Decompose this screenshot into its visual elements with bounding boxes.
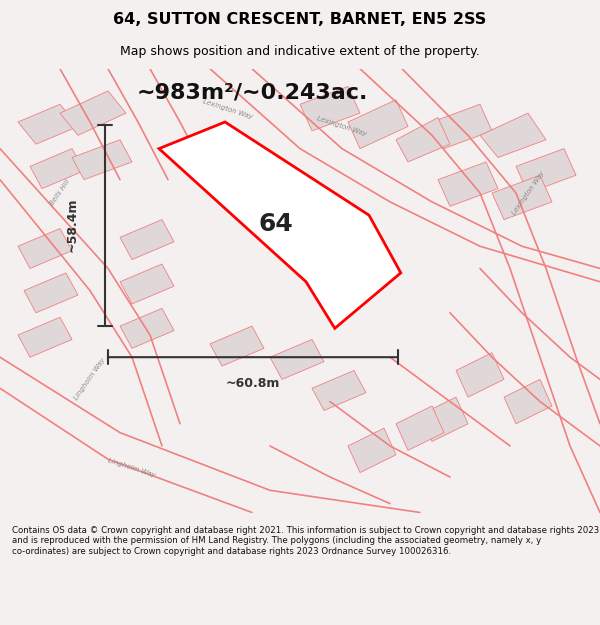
Polygon shape — [396, 118, 450, 162]
Polygon shape — [18, 229, 72, 269]
Polygon shape — [432, 104, 492, 149]
Text: Lexington Way: Lexington Way — [511, 170, 545, 216]
Text: Lingholm Way: Lingholm Way — [73, 357, 107, 401]
Text: ~60.8m: ~60.8m — [226, 378, 280, 390]
Polygon shape — [300, 86, 360, 131]
Text: Lexington Way: Lexington Way — [202, 98, 254, 119]
Polygon shape — [30, 149, 84, 189]
Polygon shape — [18, 104, 78, 144]
Polygon shape — [210, 326, 264, 366]
Polygon shape — [438, 162, 498, 206]
Polygon shape — [18, 318, 72, 357]
Polygon shape — [312, 371, 366, 411]
Text: Bells Hill: Bells Hill — [49, 179, 71, 207]
Text: ~58.4m: ~58.4m — [65, 198, 79, 252]
Text: Lexington Way: Lexington Way — [316, 116, 368, 138]
Text: Contains OS data © Crown copyright and database right 2021. This information is : Contains OS data © Crown copyright and d… — [12, 526, 599, 556]
Polygon shape — [456, 352, 504, 397]
Text: Lingholm Way: Lingholm Way — [107, 458, 157, 479]
Polygon shape — [504, 379, 552, 424]
Polygon shape — [60, 91, 126, 136]
Polygon shape — [396, 406, 444, 451]
Polygon shape — [516, 149, 576, 193]
Polygon shape — [348, 100, 408, 149]
Polygon shape — [120, 264, 174, 304]
Polygon shape — [24, 273, 78, 313]
Text: Map shows position and indicative extent of the property.: Map shows position and indicative extent… — [120, 45, 480, 58]
Polygon shape — [120, 219, 174, 259]
Polygon shape — [480, 113, 546, 158]
Polygon shape — [492, 175, 552, 219]
Polygon shape — [270, 339, 324, 379]
Polygon shape — [159, 122, 401, 328]
Text: 64: 64 — [259, 212, 293, 236]
Text: 64, SUTTON CRESCENT, BARNET, EN5 2SS: 64, SUTTON CRESCENT, BARNET, EN5 2SS — [113, 12, 487, 27]
Polygon shape — [72, 140, 132, 180]
Text: ~983m²/~0.243ac.: ~983m²/~0.243ac. — [136, 82, 368, 102]
Polygon shape — [348, 428, 396, 472]
Polygon shape — [120, 308, 174, 348]
Polygon shape — [420, 397, 468, 441]
